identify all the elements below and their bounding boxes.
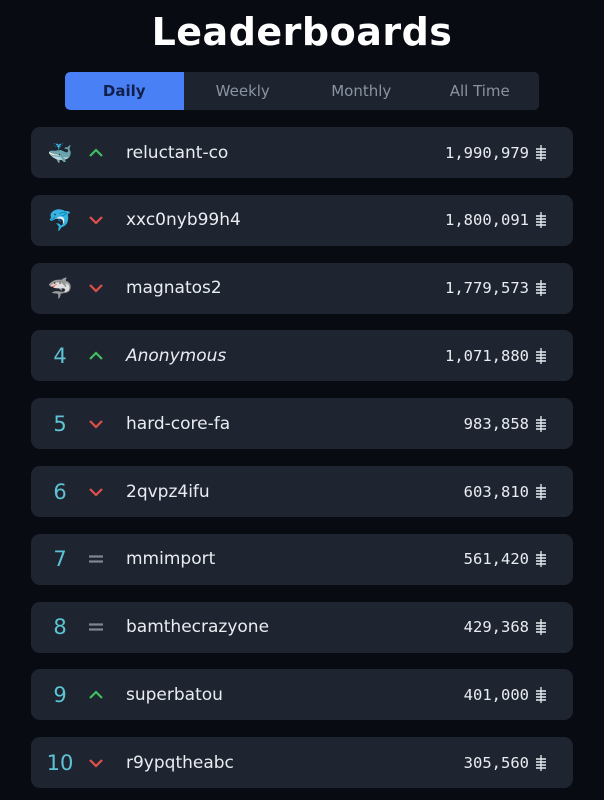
username[interactable]: hard-core-fa	[126, 413, 231, 434]
leaderboard-row[interactable]: 10 r9ypqtheabc 305,560	[31, 737, 573, 789]
coin-icon	[536, 551, 546, 568]
username[interactable]: mmimport	[126, 549, 216, 570]
trend-up-icon	[89, 147, 103, 157]
trend-down-icon	[89, 216, 103, 225]
coin-icon	[536, 144, 546, 161]
score: 1,990,979	[445, 143, 529, 162]
score: 401,000	[463, 685, 529, 704]
whale-icon: 🐳	[47, 140, 73, 165]
trend-up-icon	[89, 351, 103, 360]
leaderboard-row[interactable]: 5 hard-core-fa 983,858	[31, 398, 573, 450]
username[interactable]: xxc0nyb99h4	[126, 210, 241, 231]
rank-number: 9	[53, 682, 67, 707]
username[interactable]: bamthecrazyone	[126, 617, 270, 638]
leaderboard-row[interactable]: 8 bamthecrazyone 429,368	[31, 601, 573, 653]
coin-icon	[536, 212, 546, 229]
trend-down-icon	[89, 487, 103, 497]
trend-up-icon	[89, 690, 103, 699]
rank-number: 6	[53, 479, 67, 504]
trend-down-icon	[89, 758, 103, 768]
leaderboard-row[interactable]: 🦈 magnatos2 1,779,573	[31, 262, 573, 314]
score: 429,368	[463, 618, 529, 637]
score: 561,420	[463, 550, 529, 569]
tab-all-time[interactable]: All Time	[449, 82, 510, 100]
dolphin-icon: 🐬	[47, 208, 73, 233]
period-tabs: Daily Weekly Monthly All Time	[65, 72, 539, 110]
rank-number: 5	[53, 411, 67, 436]
coin-icon	[536, 754, 546, 771]
page-title: Leaderboards	[151, 10, 453, 54]
leaderboard-row[interactable]: 🐬 xxc0nyb99h4 1,800,091	[31, 194, 573, 246]
coin-icon	[536, 619, 546, 636]
username[interactable]: magnatos2	[126, 278, 222, 299]
leaderboard-row[interactable]: 6 2qvpz4ifu 603,810	[31, 466, 573, 517]
username[interactable]: Anonymous	[126, 345, 227, 366]
coin-icon	[536, 483, 546, 500]
shark-icon: 🦈	[47, 276, 73, 301]
tab-weekly[interactable]: Weekly	[215, 82, 270, 100]
username[interactable]: r9ypqtheabc	[126, 752, 234, 773]
score: 1,779,573	[445, 279, 529, 298]
username[interactable]: superbatou	[126, 684, 223, 705]
trend-down-icon	[89, 284, 103, 293]
leaderboard-row[interactable]: 4 Anonymous 1,071,880	[31, 330, 573, 382]
leaderboard-row[interactable]: 9 superbatou 401,000	[31, 669, 573, 721]
score: 1,800,091	[445, 211, 529, 230]
rank-number: 7	[53, 547, 67, 572]
rank-number: 8	[53, 615, 67, 640]
coin-icon	[536, 686, 546, 703]
leaderboard-row[interactable]: 7 mmimport 561,420	[31, 533, 573, 585]
username[interactable]: 2qvpz4ifu	[126, 481, 210, 502]
coin-icon	[536, 347, 546, 364]
username[interactable]: reluctant-co	[126, 142, 229, 163]
score: 603,810	[463, 482, 529, 501]
tab-daily[interactable]: Daily	[65, 72, 184, 110]
coin-icon	[536, 280, 546, 297]
tab-monthly[interactable]: Monthly	[331, 82, 392, 100]
leaderboard-row[interactable]: 🐳 reluctant-co 1,990,979	[31, 127, 573, 178]
trend-same-icon	[89, 623, 103, 631]
rank-number: 10	[46, 750, 74, 775]
score: 305,560	[463, 753, 529, 772]
score: 983,858	[463, 414, 529, 433]
score: 1,071,880	[445, 346, 529, 365]
trend-down-icon	[89, 419, 103, 429]
rank-number: 4	[53, 343, 67, 368]
trend-same-icon	[89, 555, 103, 563]
coin-icon	[536, 415, 546, 432]
